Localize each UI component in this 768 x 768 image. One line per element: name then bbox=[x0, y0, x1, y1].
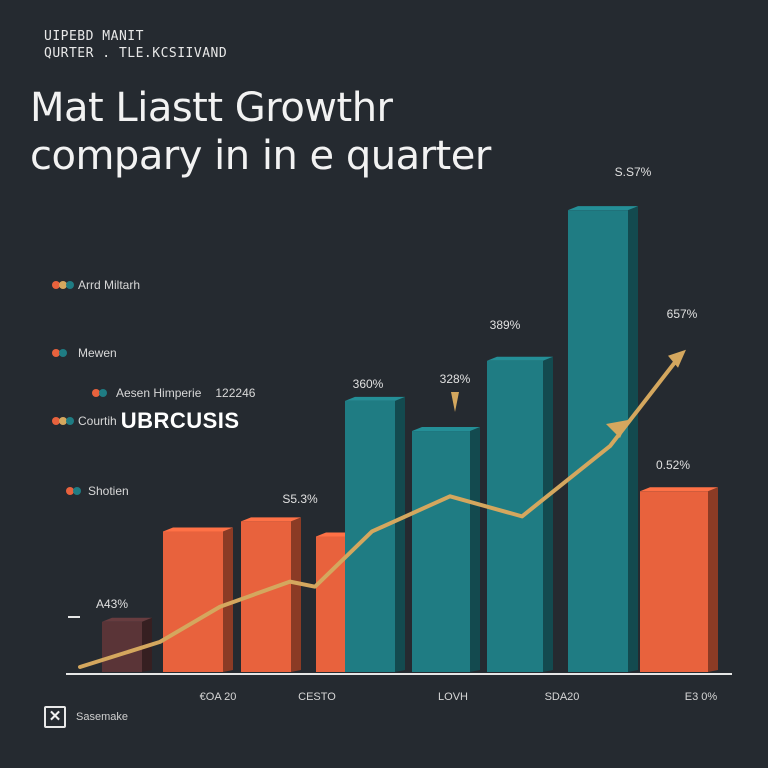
legend-label: Arrd Miltarh bbox=[78, 278, 141, 292]
bar-top bbox=[487, 356, 553, 361]
legend-swatch-icon bbox=[92, 387, 112, 399]
legend-swatch-icon bbox=[52, 415, 74, 427]
bar bbox=[163, 531, 223, 672]
bar-top bbox=[163, 527, 233, 532]
trend-arrow-icon bbox=[668, 349, 686, 368]
chart-legend: Arrd Miltarh Mewen Aesen Himperie 122246… bbox=[52, 278, 312, 508]
x-tick-label: €OA 20 bbox=[200, 691, 237, 703]
close-icon[interactable]: ✕ bbox=[44, 706, 66, 728]
x-tick-label: LOVH bbox=[438, 691, 468, 703]
legend-item: Mewen bbox=[52, 346, 117, 360]
kicker-line-1: UIPEBD MANIT bbox=[44, 29, 144, 44]
x-tick-label: SDA20 bbox=[545, 691, 580, 703]
bar-side bbox=[291, 517, 301, 672]
bar bbox=[640, 491, 708, 672]
legend-item: Shotien bbox=[66, 484, 129, 498]
bar-data-label: S.S7% bbox=[615, 165, 652, 179]
line-data-label: 657% bbox=[667, 307, 698, 321]
footnote-text: Sasemake bbox=[76, 711, 128, 723]
bar-top bbox=[345, 396, 405, 401]
bar-side bbox=[543, 356, 553, 672]
bar-data-label: 0.52% bbox=[656, 458, 690, 472]
bar bbox=[102, 621, 142, 672]
bar-data-label: 389% bbox=[490, 318, 521, 332]
bar-top bbox=[102, 617, 152, 622]
legend-extra: 122246 bbox=[215, 386, 256, 400]
bar-top bbox=[412, 427, 480, 432]
chart-kicker: UIPEBD MANIT QURTER . TLE.KCSIIVAND bbox=[44, 28, 227, 62]
bar-top bbox=[241, 517, 301, 522]
chart-title: Mat Liastt Growthr compary in in e quart… bbox=[30, 84, 491, 180]
legend-label: Courtih bbox=[78, 414, 117, 428]
trend-arrow-icon bbox=[606, 420, 628, 438]
x-tick-label: E3 0% bbox=[685, 691, 718, 703]
footnote: ✕ Sasemake bbox=[44, 706, 128, 728]
legend-big-label: UBRCUSIS bbox=[120, 408, 240, 433]
bar bbox=[412, 431, 470, 672]
legend-item: Courtih UBRCUSIS bbox=[52, 408, 240, 434]
x-tick-label: CESTO bbox=[298, 691, 336, 703]
legend-item: Arrd Miltarh bbox=[52, 278, 140, 292]
bar bbox=[345, 400, 395, 672]
legend-label: Aesen Himperie bbox=[116, 386, 202, 400]
bar-side bbox=[628, 206, 638, 672]
legend-swatch-icon bbox=[52, 279, 74, 291]
kicker-line-2: QURTER . TLE.KCSIIVAND bbox=[44, 46, 228, 61]
bar-data-label: A43% bbox=[96, 597, 128, 611]
bar bbox=[568, 210, 628, 672]
bar-top bbox=[640, 487, 718, 492]
bar-side bbox=[223, 527, 233, 672]
trend-line bbox=[78, 353, 682, 669]
legend-swatch-icon bbox=[66, 485, 84, 497]
line-marker-icon bbox=[451, 392, 459, 412]
bar-data-label: S5.3% bbox=[282, 492, 318, 506]
legend-item: Aesen Himperie 122246 bbox=[92, 386, 255, 400]
legend-label: Shotien bbox=[88, 484, 129, 498]
bar-side bbox=[708, 487, 718, 672]
title-line-1: Mat Liastt Growthr bbox=[30, 85, 393, 131]
bar-data-label: 360% bbox=[353, 377, 384, 391]
bar-side bbox=[395, 396, 405, 672]
bar-data-label: 328% bbox=[440, 372, 471, 386]
legend-swatch-icon bbox=[52, 347, 74, 359]
bar-side bbox=[470, 427, 480, 672]
title-line-2: compary in in e quarter bbox=[30, 133, 491, 179]
legend-label: Mewen bbox=[78, 346, 117, 360]
bar-top bbox=[568, 206, 638, 211]
